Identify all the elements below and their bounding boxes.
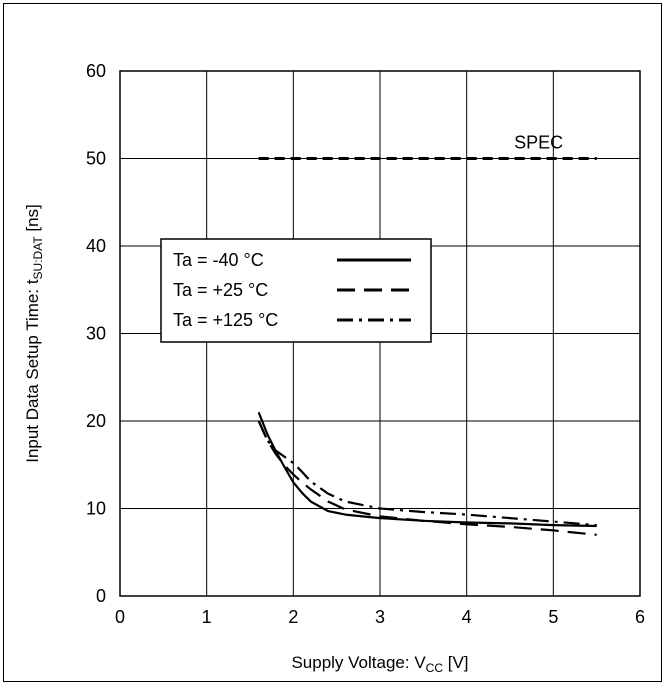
- series-line-2: [257, 420, 597, 536]
- x-tick-label: 1: [202, 607, 212, 627]
- y-tick-label: 10: [86, 499, 106, 519]
- y-tick-label: 20: [86, 411, 106, 431]
- legend: Ta = -40 °C Ta = +25 °C Ta = +125 °C: [160, 238, 432, 343]
- x-tick-label: 4: [462, 607, 472, 627]
- y-tick-label: 0: [96, 586, 106, 606]
- x-tick-label: 0: [115, 607, 125, 627]
- y-axis-label: Input Data Setup Time: tSU:DAT [ns]: [23, 204, 45, 463]
- series-line-3: [257, 420, 597, 527]
- y-tick-label: 30: [86, 324, 106, 344]
- spec-label: SPEC: [514, 133, 563, 153]
- legend-label-2: Ta = +25 °C: [173, 280, 268, 300]
- plot-area: [119, 70, 641, 597]
- x-tick-label: 2: [288, 607, 298, 627]
- x-tick-label: 6: [635, 607, 645, 627]
- x-axis-label: Supply Voltage: VCC [V]: [291, 653, 468, 675]
- x-tick-label: 3: [375, 607, 385, 627]
- x-tick-label: 5: [548, 607, 558, 627]
- reference-layer: SPEC: [258, 133, 597, 160]
- y-tick-label: 60: [86, 61, 106, 81]
- legend-label-1: Ta = -40 °C: [173, 250, 264, 270]
- series-layer: [257, 411, 597, 536]
- legend-label-3: Ta = +125 °C: [173, 310, 278, 330]
- legend-box: [160, 238, 432, 343]
- y-tick-label: 40: [86, 236, 106, 256]
- y-tick-label: 50: [86, 149, 106, 169]
